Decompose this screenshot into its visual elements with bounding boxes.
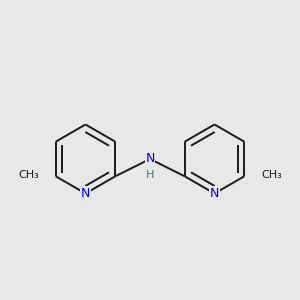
- Text: N: N: [81, 187, 90, 200]
- Text: N: N: [210, 187, 219, 200]
- Text: CH₃: CH₃: [261, 170, 282, 180]
- Text: H: H: [146, 170, 154, 181]
- Text: CH₃: CH₃: [18, 170, 39, 180]
- Text: N: N: [145, 152, 155, 166]
